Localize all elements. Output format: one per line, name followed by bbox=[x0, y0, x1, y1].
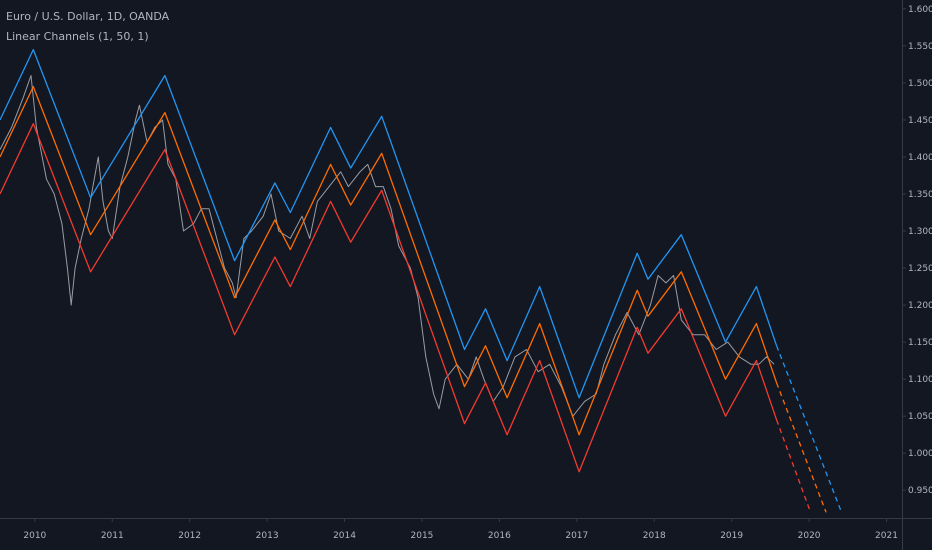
price-line[interactable] bbox=[0, 75, 775, 417]
plot-area[interactable] bbox=[0, 48, 843, 513]
symbol-title[interactable]: Euro / U.S. Dollar, 1D, OANDA bbox=[6, 10, 170, 23]
x-tick-label: 2013 bbox=[256, 531, 279, 541]
lower-line[interactable] bbox=[0, 123, 778, 473]
x-tick-label: 2016 bbox=[488, 531, 511, 541]
indicator-title[interactable]: Linear Channels (1, 50, 1) bbox=[6, 30, 149, 43]
y-tick-label: 1.4500 bbox=[908, 116, 932, 126]
y-tick-label: 1.1000 bbox=[908, 375, 932, 385]
y-tick-label: 1.5500 bbox=[908, 42, 932, 52]
x-tick-label: 2012 bbox=[178, 531, 201, 541]
upper-projection-line[interactable] bbox=[775, 345, 843, 513]
x-tick-label: 2021 bbox=[875, 531, 898, 541]
y-tick-label: 1.0500 bbox=[908, 412, 932, 422]
x-tick-label: 2017 bbox=[565, 531, 588, 541]
y-tick-label: 1.3000 bbox=[908, 227, 932, 237]
y-tick-label: 1.5000 bbox=[908, 79, 932, 89]
y-tick-label: 1.2000 bbox=[908, 301, 932, 311]
y-tick-label: 1.4000 bbox=[908, 153, 932, 163]
y-tick-label: 0.9500 bbox=[908, 486, 932, 496]
x-tick-label: 2014 bbox=[333, 531, 356, 541]
x-tick-label: 2018 bbox=[643, 531, 666, 541]
y-tick-label: 1.3500 bbox=[908, 190, 932, 200]
lower-projection-line[interactable] bbox=[775, 419, 812, 513]
y-tick-label: 1.2500 bbox=[908, 264, 932, 274]
x-tick-label: 2010 bbox=[23, 531, 46, 541]
x-tick-label: 2020 bbox=[798, 531, 821, 541]
x-tick-label: 2019 bbox=[720, 531, 743, 541]
y-tick-label: 1.6000 bbox=[908, 5, 932, 15]
x-tick-label: 2015 bbox=[411, 531, 434, 541]
middle-projection-line[interactable] bbox=[775, 382, 827, 513]
upper-line[interactable] bbox=[0, 48, 778, 399]
x-tick-label: 2011 bbox=[101, 531, 124, 541]
middle-line[interactable] bbox=[0, 85, 778, 436]
y-tick-label: 1.1500 bbox=[908, 338, 932, 348]
